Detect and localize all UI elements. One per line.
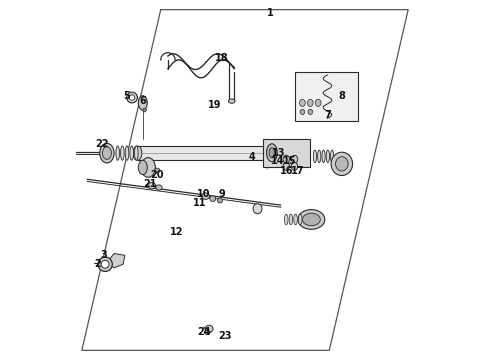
Text: 22: 22 (95, 139, 108, 149)
Text: 23: 23 (219, 331, 232, 341)
Text: 17: 17 (292, 166, 305, 176)
Ellipse shape (283, 155, 290, 163)
Ellipse shape (125, 146, 129, 160)
Ellipse shape (101, 260, 109, 268)
Ellipse shape (298, 214, 302, 225)
Bar (295, 72, 358, 121)
Ellipse shape (228, 99, 235, 103)
Text: 12: 12 (170, 227, 184, 237)
Ellipse shape (135, 146, 138, 160)
Text: 19: 19 (208, 100, 221, 110)
Ellipse shape (138, 160, 147, 175)
Text: 21: 21 (143, 179, 157, 189)
Polygon shape (107, 253, 125, 268)
Ellipse shape (291, 162, 298, 170)
Polygon shape (263, 139, 310, 167)
Ellipse shape (204, 330, 210, 334)
Ellipse shape (331, 152, 353, 176)
Ellipse shape (289, 214, 293, 225)
Text: 18: 18 (215, 53, 228, 63)
Ellipse shape (143, 108, 147, 112)
Ellipse shape (130, 146, 133, 160)
Ellipse shape (269, 148, 275, 158)
Text: 13: 13 (272, 148, 286, 158)
Ellipse shape (102, 147, 111, 159)
Ellipse shape (285, 214, 288, 225)
Ellipse shape (298, 210, 325, 229)
Ellipse shape (253, 204, 262, 214)
Text: 10: 10 (197, 189, 211, 199)
Ellipse shape (302, 213, 320, 226)
Ellipse shape (210, 196, 216, 202)
Text: 8: 8 (339, 91, 345, 101)
Ellipse shape (299, 99, 305, 107)
Ellipse shape (291, 155, 298, 163)
Ellipse shape (100, 143, 114, 163)
Text: 16: 16 (279, 166, 293, 176)
Ellipse shape (283, 162, 290, 170)
Ellipse shape (98, 257, 112, 271)
Text: 15: 15 (283, 156, 296, 166)
Ellipse shape (318, 150, 321, 163)
Ellipse shape (116, 146, 120, 160)
Ellipse shape (154, 168, 160, 172)
Ellipse shape (148, 183, 156, 189)
Ellipse shape (218, 198, 222, 203)
Text: 1: 1 (267, 8, 273, 18)
Ellipse shape (156, 185, 162, 190)
Ellipse shape (315, 99, 321, 107)
Ellipse shape (313, 150, 317, 163)
Ellipse shape (201, 193, 210, 199)
Ellipse shape (121, 146, 124, 160)
Ellipse shape (138, 96, 147, 110)
Text: 6: 6 (140, 96, 146, 106)
Ellipse shape (294, 214, 297, 225)
Ellipse shape (322, 150, 325, 163)
Text: 3: 3 (100, 250, 107, 260)
Ellipse shape (133, 146, 142, 160)
Ellipse shape (307, 99, 313, 107)
Text: 24: 24 (197, 327, 211, 337)
Text: 2: 2 (95, 259, 101, 269)
Text: 14: 14 (270, 156, 284, 166)
Ellipse shape (129, 95, 135, 100)
Ellipse shape (336, 157, 348, 171)
Text: 5: 5 (123, 91, 130, 101)
Ellipse shape (326, 150, 329, 163)
Ellipse shape (331, 150, 334, 163)
Text: 20: 20 (150, 170, 164, 180)
Ellipse shape (267, 144, 277, 162)
Polygon shape (137, 146, 295, 160)
Ellipse shape (205, 325, 213, 332)
Ellipse shape (141, 158, 155, 177)
Ellipse shape (126, 92, 137, 103)
Text: 11: 11 (194, 198, 207, 208)
Text: 7: 7 (324, 111, 331, 121)
Text: 4: 4 (249, 152, 256, 162)
Ellipse shape (308, 109, 313, 114)
Text: 9: 9 (219, 189, 225, 199)
Ellipse shape (300, 109, 305, 114)
